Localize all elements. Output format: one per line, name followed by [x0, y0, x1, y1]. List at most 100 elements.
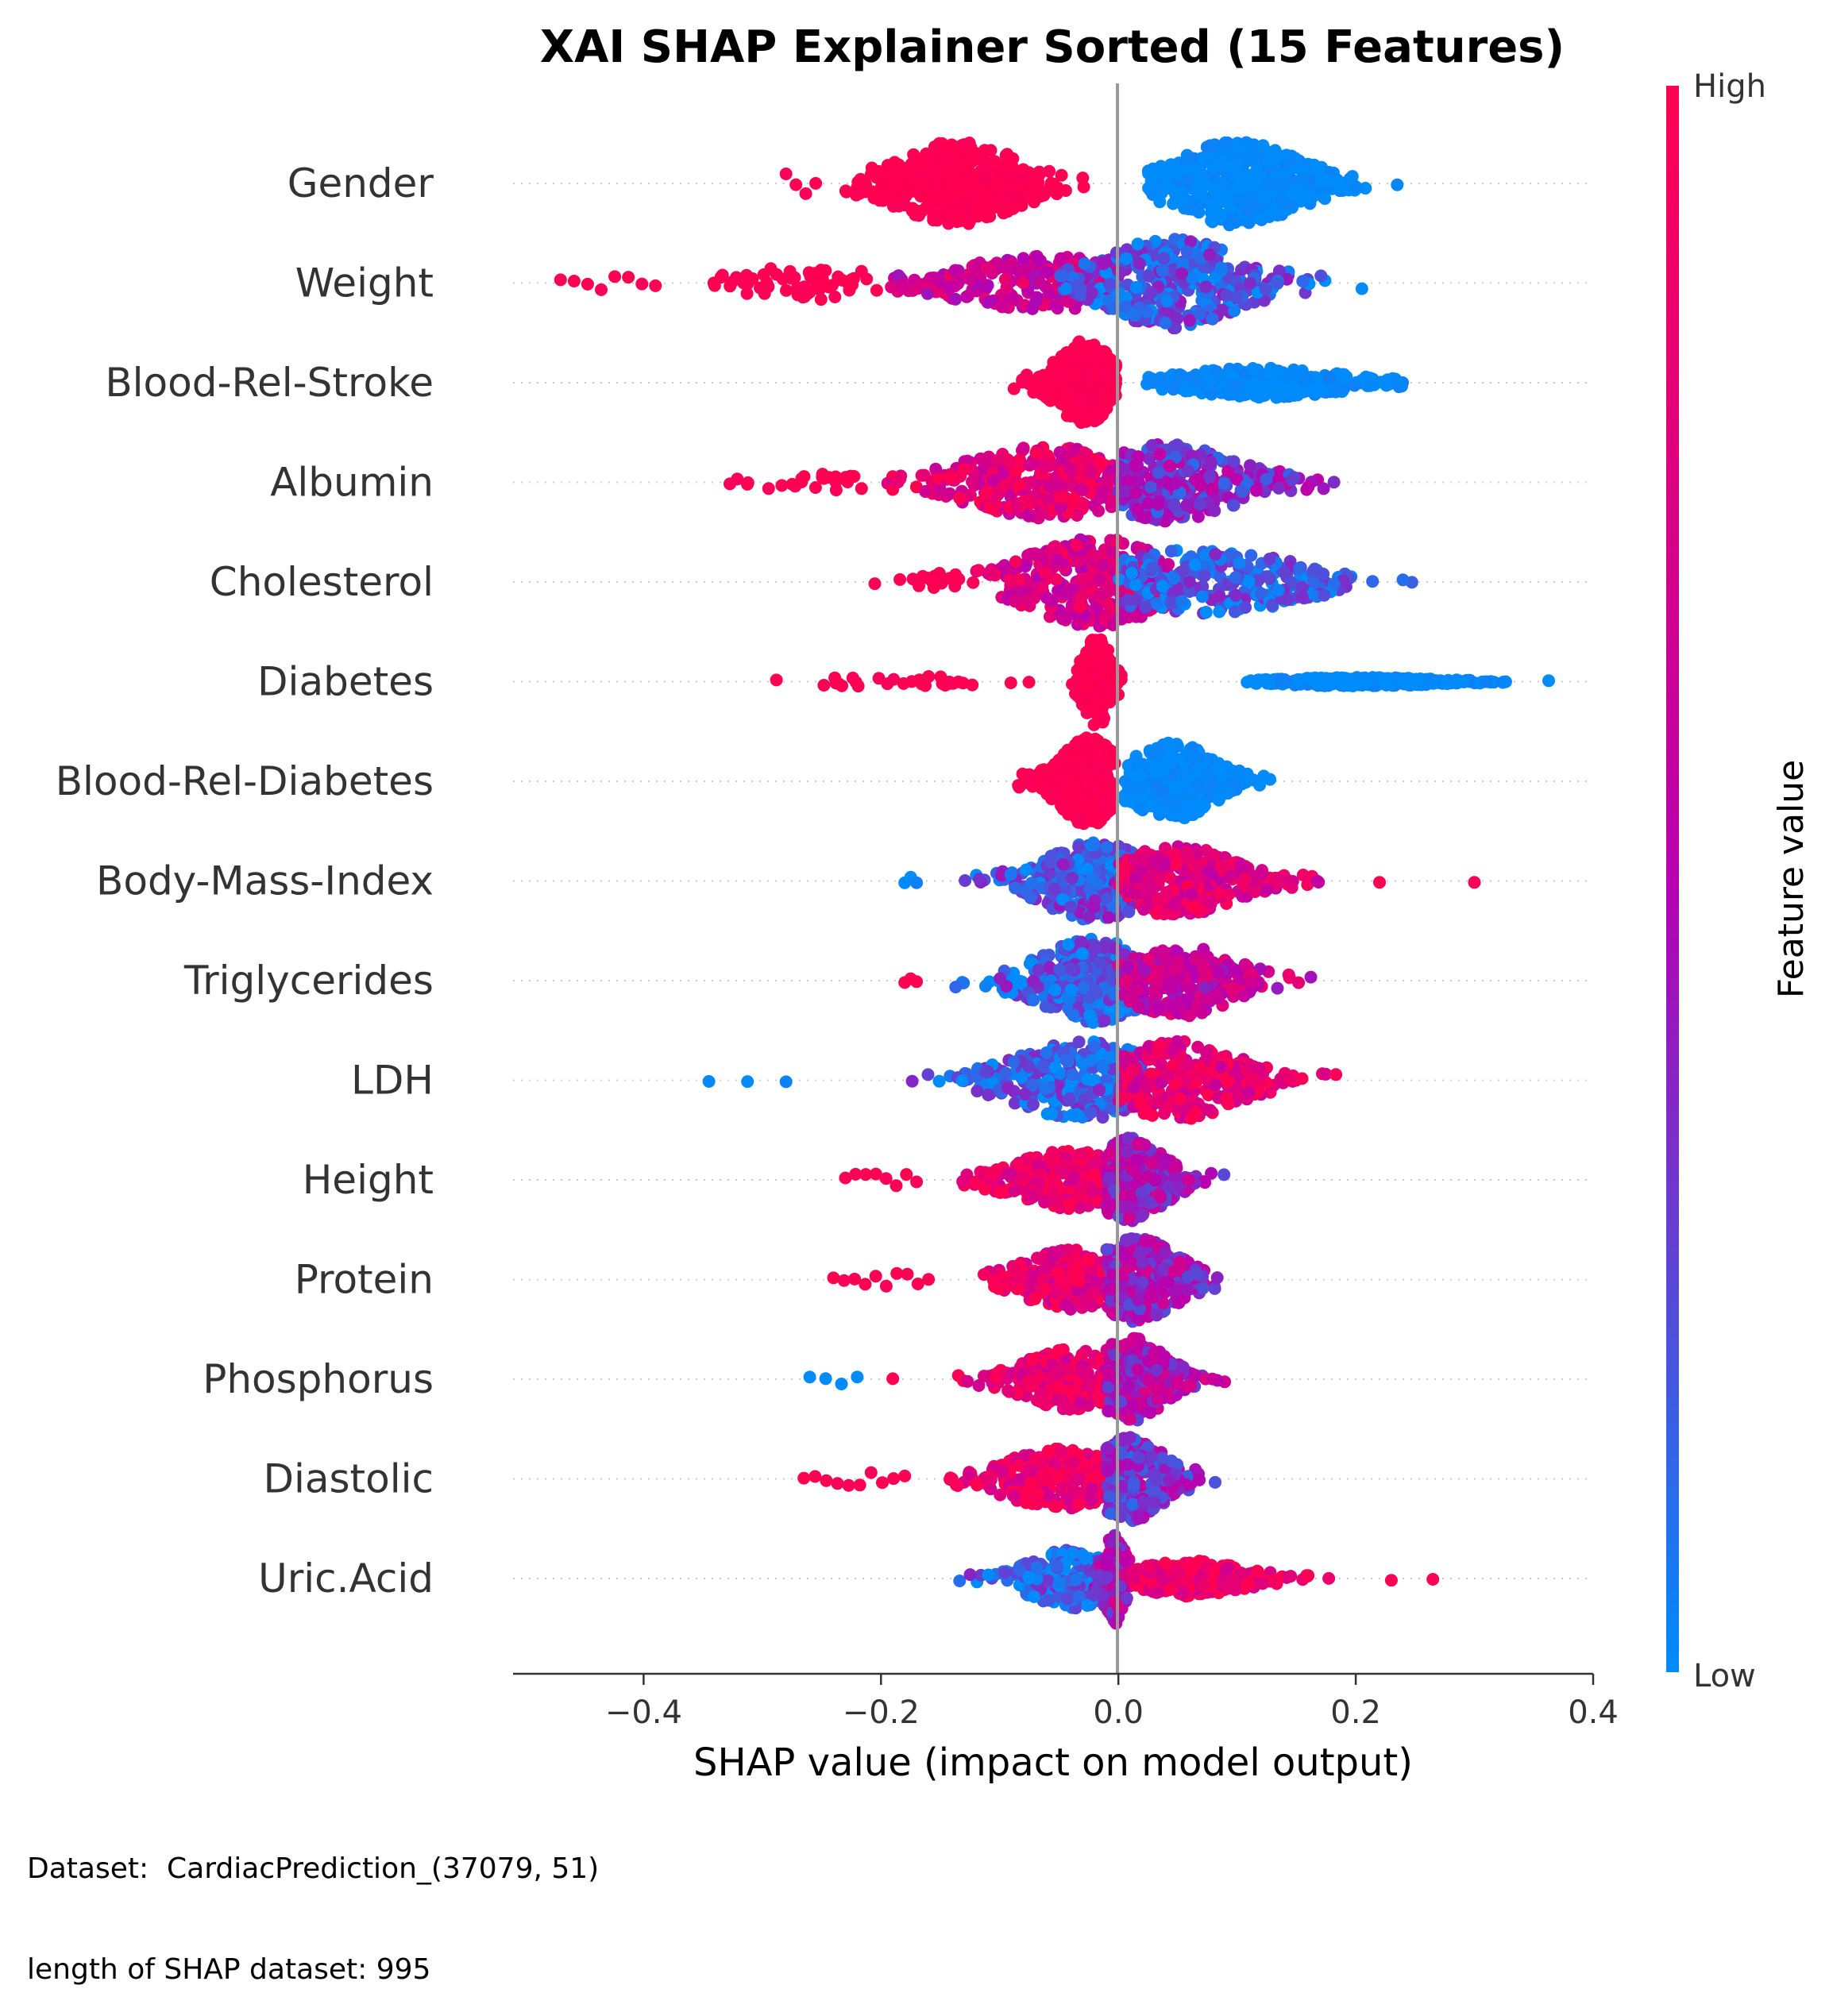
shap-point: [1296, 591, 1309, 603]
feature-label: Triglycerides: [183, 958, 434, 1004]
shap-point: [1142, 497, 1155, 510]
shap-point: [1057, 858, 1070, 871]
shap-point: [1171, 312, 1183, 325]
shap-point: [1076, 589, 1089, 602]
shap-point: [1076, 698, 1089, 711]
shap-point: [869, 577, 882, 590]
shap-point: [1152, 466, 1165, 479]
shap-point: [1229, 606, 1241, 619]
shap-point: [1096, 703, 1109, 715]
shap-point: [1336, 368, 1349, 381]
shap-point: [1422, 674, 1435, 687]
shap-point: [1207, 183, 1220, 195]
shap-point: [1250, 384, 1263, 397]
shap-point: [1296, 275, 1309, 287]
shap-point: [1245, 773, 1257, 786]
shap-point: [1050, 573, 1063, 586]
shap-point: [1280, 148, 1293, 161]
shap-point: [1051, 553, 1063, 566]
shap-point: [1175, 268, 1188, 280]
shap-point: [951, 175, 964, 187]
shap-point: [1207, 161, 1220, 174]
shap-point: [998, 559, 1011, 572]
shap-point: [1168, 499, 1181, 511]
shap-point: [1071, 279, 1083, 292]
shap-point: [859, 178, 872, 191]
data-points: [554, 137, 1555, 1630]
shap-point: [964, 273, 977, 286]
shap-point: [1222, 385, 1235, 398]
shap-point: [915, 177, 928, 190]
shap-point: [1170, 164, 1183, 176]
shap-point: [1169, 477, 1182, 490]
shap-point: [1272, 482, 1285, 495]
shap-point: [910, 877, 923, 889]
shap-point: [1329, 386, 1342, 399]
shap-point: [1208, 504, 1221, 517]
shap-point: [1064, 900, 1077, 913]
shap-point: [1272, 584, 1285, 596]
shap-point: [870, 284, 883, 297]
shap-point: [1048, 781, 1061, 793]
shap-point: [1146, 439, 1159, 452]
shap-point: [978, 175, 990, 187]
chart-title: XAI SHAP Explainer Sorted (15 Features): [540, 21, 1565, 73]
shap-point: [1156, 784, 1169, 797]
shap-point: [1129, 309, 1141, 322]
shap-point: [1030, 446, 1043, 459]
shap-point: [1397, 573, 1410, 586]
shap-point: [984, 264, 997, 276]
shap-point: [1221, 137, 1234, 149]
shap-point: [1150, 597, 1163, 610]
shap-point: [1279, 673, 1291, 686]
shap-point: [1144, 164, 1157, 177]
shap-point: [1265, 205, 1278, 218]
shap-point: [554, 273, 567, 286]
shap-point: [1230, 292, 1243, 305]
shap-point: [1101, 841, 1113, 854]
feature-label: Cholesterol: [210, 559, 434, 605]
shap-point: [1175, 595, 1188, 607]
shap-point: [780, 284, 793, 297]
shap-point: [1146, 745, 1159, 757]
shap-point: [1120, 252, 1133, 265]
shap-point: [1027, 457, 1040, 470]
shap-point: [1078, 679, 1090, 692]
shap-point: [1247, 362, 1260, 375]
shap-point: [1046, 595, 1059, 607]
shap-point: [568, 275, 581, 287]
shap-point: [1243, 576, 1256, 588]
shap-point: [823, 281, 835, 294]
shap-point: [881, 677, 893, 690]
shap-point: [1002, 455, 1015, 468]
shap-point: [1055, 480, 1068, 492]
shap-point: [973, 873, 986, 885]
shap-point: [1133, 257, 1146, 270]
shap-point: [1247, 675, 1260, 688]
shap-point: [1056, 269, 1069, 282]
shap-point: [1016, 376, 1028, 388]
shap-point: [1289, 368, 1302, 381]
shap-point: [1083, 744, 1096, 757]
shap-point: [1055, 252, 1067, 265]
shap-point: [1003, 572, 1016, 585]
shap-point: [801, 287, 814, 300]
shap-point: [1137, 511, 1150, 524]
shap-point: [1098, 257, 1110, 270]
shap-point: [1229, 589, 1242, 602]
shap-point: [1272, 391, 1284, 403]
shap-point: [1542, 674, 1555, 687]
feature-label: Body-Mass-Index: [96, 858, 434, 904]
shap-point: [1364, 380, 1376, 392]
shap-point: [1261, 179, 1274, 191]
shap-point: [1241, 168, 1254, 181]
shap-point: [1231, 159, 1244, 172]
shap-point: [932, 472, 944, 485]
shap-point: [1057, 397, 1070, 410]
shap-point: [1160, 317, 1172, 330]
shap-point: [1214, 261, 1227, 274]
shap-point: [770, 673, 783, 686]
shap-point: [1264, 553, 1276, 565]
shap-point: [911, 205, 924, 218]
